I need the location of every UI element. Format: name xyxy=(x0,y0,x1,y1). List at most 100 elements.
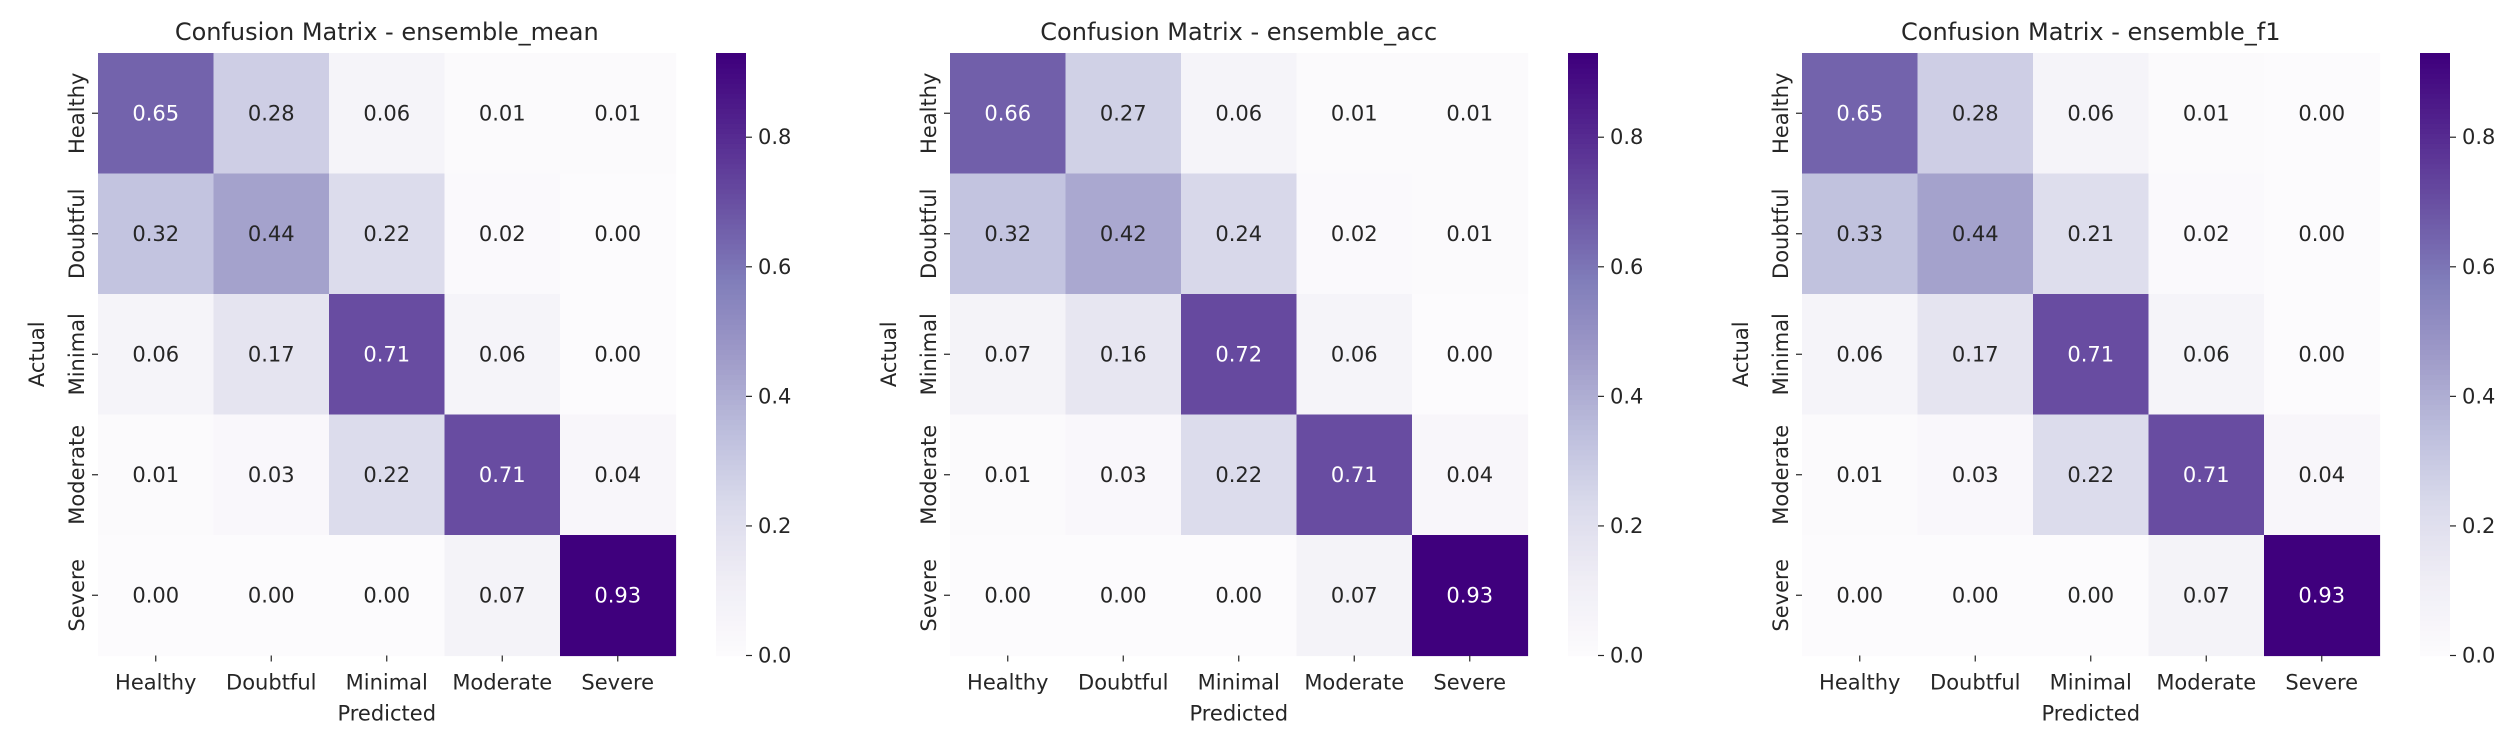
colorbar-segment xyxy=(2420,319,2450,325)
heatmap-cell xyxy=(1917,173,2034,295)
colorbar-segment xyxy=(716,555,746,561)
colorbar-segment xyxy=(716,529,746,536)
cell-value-label: 0.07 xyxy=(984,342,1031,366)
colorbar-segment xyxy=(2420,203,2450,210)
colorbar-segment xyxy=(2420,580,2450,586)
colorbar-segment xyxy=(1568,404,1598,411)
heatmap-cell xyxy=(2264,535,2381,657)
colorbar-segment xyxy=(2420,565,2450,571)
colorbar-segment xyxy=(1568,339,1598,345)
colorbar-segment xyxy=(1568,650,1598,657)
colorbar-segment xyxy=(1568,133,1598,139)
colorbar-segment xyxy=(716,83,746,89)
colorbar-segment xyxy=(2420,198,2450,205)
colorbar-segment xyxy=(1568,535,1598,541)
colorbar-segment xyxy=(1568,98,1598,104)
colorbar-segment xyxy=(2420,349,2450,355)
colorbar-segment xyxy=(2420,183,2450,190)
cell-value-label: 0.07 xyxy=(2183,583,2230,607)
heatmap-cell xyxy=(329,53,446,175)
colorbar-segment xyxy=(1568,409,1598,416)
colorbar-segment xyxy=(1568,575,1598,581)
colorbar-segment xyxy=(1568,208,1598,215)
colorbar-tick-label: 0.8 xyxy=(1610,125,1643,149)
cell-value-label: 0.72 xyxy=(1215,342,1262,366)
colorbar-segment xyxy=(1568,479,1598,486)
colorbar-segment xyxy=(1568,429,1598,436)
heatmap-cell xyxy=(1296,53,1413,175)
colorbar-segment xyxy=(716,243,746,250)
heatmap-cell xyxy=(1181,414,1298,536)
colorbar-segment xyxy=(1568,570,1598,576)
colorbar-segment xyxy=(2420,630,2450,637)
cell-value-label: 0.22 xyxy=(2067,463,2114,487)
cell-value-label: 0.28 xyxy=(1952,101,1999,125)
colorbar-segment xyxy=(2420,78,2450,84)
x-tick-label: Minimal xyxy=(1198,671,1280,695)
y-tick-label: Moderate xyxy=(1769,425,1793,525)
heatmap-cell xyxy=(1296,414,1413,536)
cell-value-label: 0.22 xyxy=(363,463,410,487)
colorbar-segment xyxy=(2420,519,2450,526)
colorbar-segment xyxy=(716,248,746,255)
colorbar-segment xyxy=(2420,248,2450,255)
colorbar-segment xyxy=(1568,359,1598,365)
colorbar-segment xyxy=(716,389,746,396)
colorbar-segment xyxy=(716,339,746,345)
colorbar-segment xyxy=(2420,434,2450,441)
colorbar-segment xyxy=(1568,58,1598,64)
colorbar-segment xyxy=(1568,123,1598,129)
cell-value-label: 0.06 xyxy=(132,342,179,366)
colorbar-tick-label: 0.6 xyxy=(758,255,791,279)
colorbar-segment xyxy=(1568,459,1598,466)
colorbar-segment xyxy=(1568,389,1598,396)
heatmap-cell xyxy=(1917,535,2034,657)
colorbar-segment xyxy=(1568,314,1598,320)
cell-value-label: 0.93 xyxy=(594,583,641,607)
cell-value-label: 0.00 xyxy=(2067,583,2114,607)
colorbar-segment xyxy=(1568,434,1598,441)
colorbar-segment xyxy=(716,314,746,320)
colorbar-segment xyxy=(2420,98,2450,104)
cell-value-label: 0.32 xyxy=(132,222,179,246)
colorbar-segment xyxy=(1568,519,1598,526)
cell-value-label: 0.71 xyxy=(1331,463,1378,487)
cell-value-label: 0.02 xyxy=(2183,222,2230,246)
colorbar-segment xyxy=(1568,414,1598,421)
cell-value-label: 0.71 xyxy=(363,342,410,366)
colorbar-segment xyxy=(716,489,746,496)
colorbar-segment xyxy=(2420,540,2450,546)
heatmap-cell xyxy=(2148,414,2265,536)
colorbar-segment xyxy=(2420,454,2450,461)
colorbar-segment xyxy=(1568,474,1598,481)
cell-value-label: 0.71 xyxy=(2183,463,2230,487)
colorbar-segment xyxy=(2420,223,2450,230)
colorbar-segment xyxy=(2420,58,2450,64)
colorbar-segment xyxy=(2420,304,2450,310)
colorbar-segment xyxy=(2420,590,2450,596)
cell-value-label: 0.27 xyxy=(1100,101,1147,125)
heatmap-cell xyxy=(1181,173,1298,295)
colorbar-segment xyxy=(1568,228,1598,235)
colorbar-segment xyxy=(716,128,746,134)
colorbar-segment xyxy=(2420,384,2450,390)
colorbar-segment xyxy=(716,374,746,380)
cell-value-label: 0.07 xyxy=(1331,583,1378,607)
colorbar-segment xyxy=(2420,344,2450,350)
colorbar-segment xyxy=(716,409,746,416)
colorbar-segment xyxy=(716,138,746,144)
y-tick-label: Doubtful xyxy=(1769,189,1793,279)
colorbar-segment xyxy=(2420,283,2450,290)
cell-value-label: 0.01 xyxy=(1446,222,1493,246)
y-axis-label: Actual xyxy=(1729,321,1753,387)
colorbar-segment xyxy=(716,449,746,456)
colorbar-segment xyxy=(716,439,746,446)
colorbar-segment xyxy=(2420,88,2450,94)
colorbar-segment xyxy=(2420,449,2450,456)
colorbar-segment xyxy=(2420,359,2450,365)
colorbar-segment xyxy=(716,188,746,195)
colorbar-segment xyxy=(716,183,746,190)
cell-value-label: 0.00 xyxy=(1215,583,1262,607)
colorbar-segment xyxy=(2420,193,2450,200)
x-tick-label: Moderate xyxy=(1304,671,1404,695)
